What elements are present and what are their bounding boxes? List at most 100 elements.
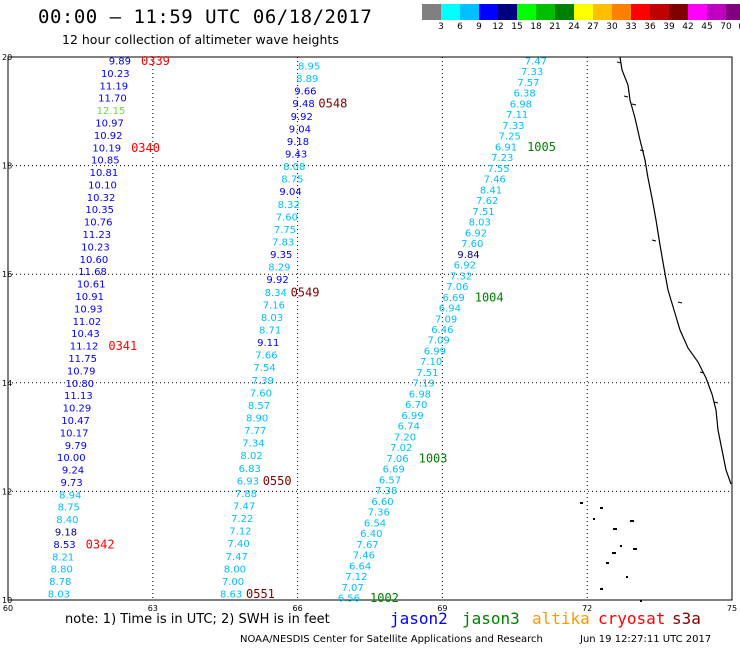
wave-height-value: 8.89 (296, 74, 318, 85)
pass-time-label: 0339 (141, 54, 170, 68)
wave-height-value: 10.17 (60, 428, 89, 439)
legend-swatch (688, 4, 707, 20)
lon-tick-label: 60 (3, 604, 13, 613)
color-scale-legend (422, 4, 740, 20)
map-grid (7, 56, 733, 601)
wave-height-value: 11.70 (98, 94, 127, 105)
wave-height-value: 9.84 (457, 250, 479, 261)
lon-tick-label: 69 (437, 604, 447, 613)
wave-height-value: 9.92 (266, 275, 288, 286)
wave-height-value: 8.75 (281, 175, 303, 186)
wave-height-value: 7.88 (235, 489, 257, 500)
wave-height-value: 11.68 (78, 267, 107, 278)
wave-height-value: 11.19 (100, 81, 129, 92)
coastline (580, 56, 732, 602)
island-mark (626, 576, 628, 578)
wave-height-value: 9.73 (61, 478, 83, 489)
legend-swatch (707, 4, 726, 20)
legend-swatch (460, 4, 479, 20)
lon-tick-label: 66 (293, 604, 303, 613)
wave-height-value: 11.12 (70, 342, 99, 353)
wave-height-value: 6.69 (442, 293, 464, 304)
legend-label: 30 (606, 22, 618, 32)
wave-height-value: 10.29 (63, 404, 92, 415)
wave-height-value: 11.23 (82, 230, 111, 241)
wave-height-value: 9.48 (292, 99, 314, 110)
satellite-s3a-label: s3a (672, 609, 701, 628)
wave-height-value: 7.47 (226, 552, 248, 563)
wave-height-value: 8.41 (480, 185, 502, 196)
wave-height-value: 7.60 (461, 239, 483, 250)
wave-height-value: 7.11 (506, 110, 528, 121)
legend-swatch (650, 4, 669, 20)
island-mark (612, 552, 616, 554)
legend-swatch (422, 4, 441, 20)
wave-height-value: 8.75 (58, 503, 80, 514)
wave-height-value: 6.93 (237, 476, 259, 487)
generation-timestamp: Jun 19 12:27:11 UTC 2017 (580, 634, 712, 645)
wave-height-value: 10.00 (57, 453, 86, 464)
lat-tick-label: 12 (2, 487, 12, 496)
legend-swatch (593, 4, 612, 20)
wave-height-value: 7.22 (231, 514, 253, 525)
island-mark (606, 562, 609, 564)
wave-height-value: 9.24 (62, 466, 84, 477)
wave-height-value: 11.13 (64, 391, 93, 402)
legend-label: 24 (568, 22, 580, 32)
wave-height-value: 7.09 (435, 314, 457, 325)
wave-height-value: 7.46 (484, 175, 506, 186)
wave-height-value: 7.00 (222, 577, 244, 588)
pass-time-label: 0340 (131, 141, 160, 155)
island-mark (600, 588, 603, 590)
wave-height-value: 10.43 (71, 329, 100, 340)
wave-height-value: 7.77 (244, 426, 266, 437)
wave-height-value: 7.57 (517, 78, 539, 89)
pass-time-label: 0548 (318, 97, 347, 111)
map-subtitle: 12 hour collection of altimeter wave hei… (62, 32, 339, 47)
island-mark (620, 545, 622, 547)
wave-height-value: 8.80 (51, 565, 73, 576)
wave-height-value: 10.35 (85, 205, 114, 216)
wave-height-value: 9.43 (285, 150, 307, 161)
wave-height-value: 9.89 (109, 57, 131, 68)
wave-height-value: 10.81 (90, 168, 119, 179)
wave-height-value: 7.33 (502, 121, 524, 132)
wave-height-value: 8.08 (283, 162, 305, 173)
wave-height-value: 6.40 (360, 529, 382, 540)
wave-height-value: 10.80 (65, 379, 94, 390)
wave-height-value: 7.12 (229, 527, 251, 538)
legend-label: 12 (492, 22, 504, 32)
wave-height-value: 7.20 (394, 432, 416, 443)
legend-label: 27 (587, 22, 599, 32)
wave-height-value: 6.99 (424, 346, 446, 357)
wave-height-value: 8.95 (298, 62, 320, 73)
wave-height-value: 8.03 (48, 590, 70, 601)
wave-height-value: 6.98 (510, 99, 532, 110)
wave-height-value: 10.97 (95, 118, 124, 129)
lon-tick-label: 72 (582, 604, 592, 613)
wave-height-value: 7.06 (446, 282, 468, 293)
lat-tick-label: 16 (2, 270, 12, 279)
legend-label: 6 (457, 22, 463, 32)
legend-label: 9 (476, 22, 482, 32)
wave-height-value: 8.03 (261, 313, 283, 324)
legend-swatch (631, 4, 650, 20)
wave-height-value: 10.19 (92, 143, 121, 154)
wave-height-value: 7.39 (252, 376, 274, 387)
wave-height-value: 7.75 (274, 225, 296, 236)
wave-height-value: 8.78 (49, 577, 71, 588)
wave-height-value: 8.53 (53, 540, 75, 551)
wave-height-value: 7.38 (375, 486, 397, 497)
wave-height-value: 8.21 (52, 552, 74, 563)
island-mark (580, 502, 583, 504)
lat-tick-label: 14 (2, 379, 12, 388)
wave-height-value: 7.54 (253, 363, 275, 374)
wave-height-value: 10.76 (84, 218, 113, 229)
wave-height-value: 7.67 (356, 540, 378, 551)
lon-tick-label: 75 (727, 604, 737, 613)
wave-height-value: 7.36 (368, 508, 390, 519)
lat-tick-label: 18 (2, 162, 12, 171)
lat-tick-label: 10 (2, 596, 12, 605)
wave-height-value: 9.04 (289, 124, 311, 135)
